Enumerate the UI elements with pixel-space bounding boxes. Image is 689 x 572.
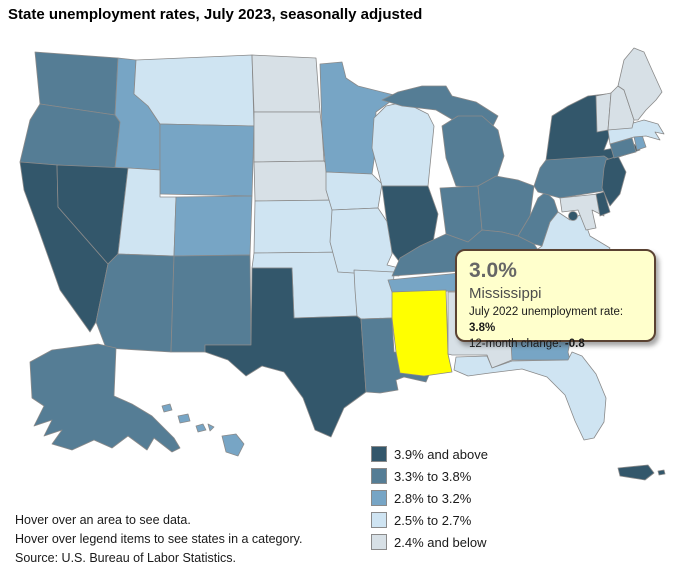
- state-ma[interactable]: [607, 119, 665, 145]
- map-legend: 3.9% and above 3.3% to 3.8% 2.8% to 3.2%…: [371, 443, 488, 553]
- legend-swatch-darkest: [371, 446, 387, 462]
- state-ms[interactable]: [391, 289, 453, 377]
- tooltip-state-name: Mississippi: [469, 285, 542, 302]
- footer-note-hover-area: Hover over an area to see data.: [15, 513, 191, 527]
- state-hi-island-5[interactable]: [221, 433, 245, 457]
- legend-label: 2.8% to 3.2%: [394, 490, 472, 506]
- footer-notes: Hover over an area to see data. Hover ov…: [15, 511, 302, 568]
- legend-label: 2.4% and below: [394, 534, 487, 550]
- state-hi-island-3[interactable]: [195, 423, 207, 433]
- state-ia[interactable]: [325, 171, 383, 211]
- legend-item-4[interactable]: 2.4% and below: [371, 531, 488, 553]
- state-sd[interactable]: [253, 111, 325, 163]
- state-pr-islet[interactable]: [657, 469, 666, 476]
- state-pr[interactable]: [617, 464, 655, 481]
- legend-item-1[interactable]: 3.3% to 3.8%: [371, 465, 488, 487]
- state-hi-island-2[interactable]: [177, 413, 191, 424]
- state-ak[interactable]: [29, 343, 181, 453]
- legend-label: 3.3% to 3.8%: [394, 468, 472, 484]
- page-title: State unemployment rates, July 2023, sea…: [8, 6, 423, 23]
- state-nj[interactable]: [601, 155, 627, 207]
- legend-swatch-dark: [371, 468, 387, 484]
- state-dc[interactable]: [568, 211, 578, 221]
- legend-label: 3.9% and above: [394, 446, 488, 462]
- footer-source: Source: U.S. Bureau of Labor Statistics.: [15, 551, 236, 565]
- legend-swatch-medium: [371, 490, 387, 506]
- legend-swatch-light: [371, 512, 387, 528]
- tooltip-rate: 3.0%: [469, 259, 517, 282]
- state-de[interactable]: [595, 191, 611, 217]
- state-me[interactable]: [617, 47, 663, 121]
- state-mn[interactable]: [319, 61, 399, 175]
- state-fl[interactable]: [453, 351, 607, 441]
- legend-item-3[interactable]: 2.5% to 2.7%: [371, 509, 488, 531]
- state-in[interactable]: [439, 185, 483, 243]
- state-hi-island-4[interactable]: [207, 423, 215, 432]
- legend-item-2[interactable]: 2.8% to 3.2%: [371, 487, 488, 509]
- state-nm[interactable]: [170, 254, 252, 353]
- state-az[interactable]: [95, 253, 175, 353]
- tooltip-prev-line: July 2022 unemployment rate: 3.8%: [469, 306, 624, 334]
- state-nd[interactable]: [251, 54, 321, 113]
- state-co[interactable]: [173, 195, 253, 257]
- state-or[interactable]: [19, 103, 121, 169]
- tooltip-prev-value: 3.8%: [469, 322, 496, 334]
- footer-note-hover-legend: Hover over legend items to see states in…: [15, 532, 303, 546]
- state-ar[interactable]: [353, 269, 395, 320]
- legend-label: 2.5% to 2.7%: [394, 512, 472, 528]
- states-layer: [19, 47, 666, 481]
- legend-item-0[interactable]: 3.9% and above: [371, 443, 488, 465]
- tooltip-change-line: 12-month change: -0.8: [469, 338, 585, 350]
- tooltip-change-value: -0.8: [564, 338, 585, 350]
- state-tx[interactable]: [204, 267, 367, 438]
- state-hi-island-1[interactable]: [161, 403, 173, 413]
- state-mi-lower[interactable]: [441, 115, 505, 189]
- state-mo[interactable]: [329, 207, 400, 277]
- legend-swatch-lightest: [371, 534, 387, 550]
- map-tooltip: 3.0% Mississippi July 2022 unemployment …: [455, 249, 656, 350]
- state-wy[interactable]: [159, 123, 255, 197]
- state-wi[interactable]: [371, 101, 435, 187]
